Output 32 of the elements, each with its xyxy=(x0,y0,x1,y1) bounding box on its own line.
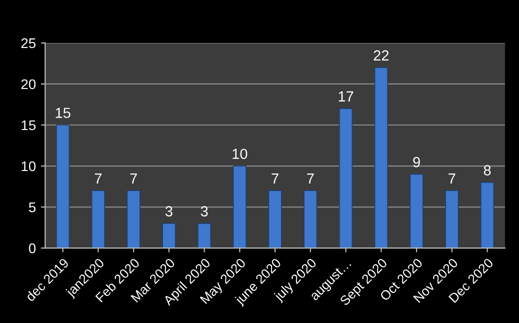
y-tick-label: 15 xyxy=(22,120,36,130)
data-label: 9 xyxy=(413,156,420,168)
data-label: 8 xyxy=(484,165,491,176)
bar xyxy=(232,166,246,248)
bar xyxy=(374,67,388,248)
data-label: 17 xyxy=(338,91,354,102)
data-label: 22 xyxy=(374,50,389,60)
data-label: 3 xyxy=(200,206,208,216)
y-tick-label: 10 xyxy=(22,161,36,172)
y-tick-label: 25 xyxy=(21,38,36,48)
bar xyxy=(268,190,282,248)
data-label: 10 xyxy=(232,148,248,160)
data-label: 3 xyxy=(165,206,172,216)
bar xyxy=(339,108,353,248)
bar xyxy=(162,223,176,248)
data-label: 7 xyxy=(130,173,137,184)
data-label: 7 xyxy=(307,173,314,184)
bar xyxy=(198,223,212,248)
y-tick-label: 5 xyxy=(28,202,36,212)
bar xyxy=(410,174,424,248)
data-label: 7 xyxy=(272,173,278,184)
bar xyxy=(445,190,459,248)
bar xyxy=(304,190,318,248)
bar xyxy=(480,182,494,248)
y-tick-label: 0 xyxy=(28,243,36,254)
y-tick-label: 20 xyxy=(21,79,36,90)
bar xyxy=(56,124,70,248)
data-label: 7 xyxy=(94,173,102,184)
bar xyxy=(126,190,140,248)
data-label: 15 xyxy=(56,108,70,118)
bar xyxy=(91,190,105,248)
data-label: 7 xyxy=(448,173,456,184)
